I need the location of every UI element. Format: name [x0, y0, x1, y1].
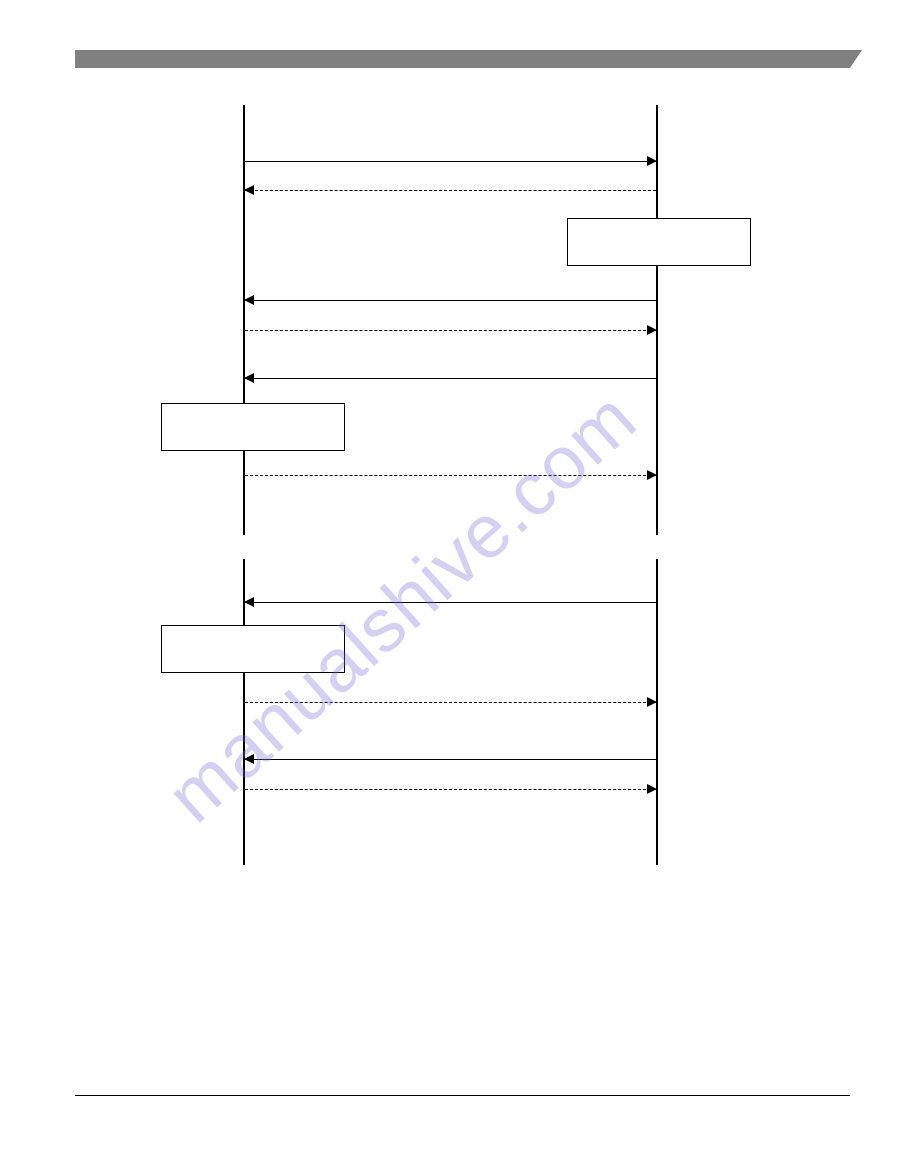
msg-7: [245, 602, 656, 603]
msg-9: [245, 759, 656, 760]
arrowhead-icon: [647, 325, 657, 335]
arrowhead-icon: [647, 156, 657, 166]
lifeline-gap-right: [652, 535, 662, 559]
arrowhead-icon: [244, 185, 254, 195]
msg-8: [245, 702, 656, 703]
note-box-right: [567, 218, 751, 266]
msg-6: [245, 475, 656, 476]
msg-3: [245, 300, 656, 301]
msg-10: [245, 789, 656, 790]
msg-5: [245, 378, 656, 379]
arrowhead-icon: [244, 754, 254, 764]
msg-2: [245, 190, 656, 191]
note-box-left-2: [161, 625, 345, 673]
msg-4: [245, 330, 656, 331]
note-box-left-1: [161, 403, 345, 451]
arrowhead-icon: [647, 784, 657, 794]
header-band: [75, 50, 850, 68]
lifeline-left: [243, 105, 245, 865]
lifeline-gap-left: [239, 535, 249, 559]
arrowhead-icon: [244, 373, 254, 383]
arrowhead-icon: [244, 597, 254, 607]
footer-divider: [75, 1095, 850, 1096]
sequence-diagram: manualshive.com: [0, 105, 918, 885]
arrowhead-icon: [647, 470, 657, 480]
arrowhead-icon: [647, 697, 657, 707]
msg-1: [245, 161, 656, 162]
arrowhead-icon: [244, 295, 254, 305]
